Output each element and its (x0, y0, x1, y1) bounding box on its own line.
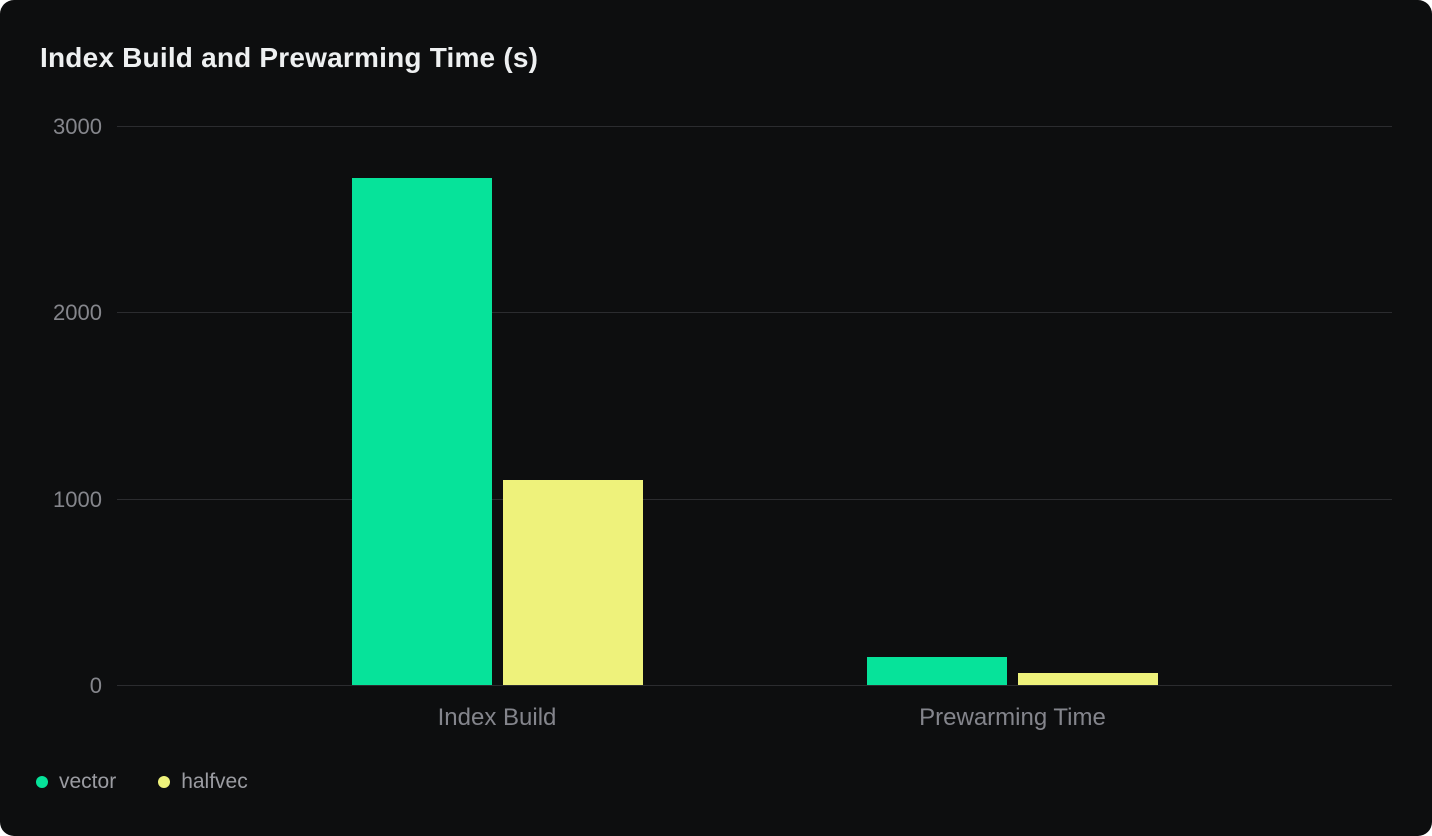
chart-legend: vector halfvec (36, 770, 248, 794)
legend-label-vector: vector (59, 770, 117, 793)
y-tick-label-2000: 2000 (53, 300, 102, 326)
legend-label-halfvec: halfvec (181, 770, 248, 793)
legend-swatch-vector (36, 776, 48, 788)
legend-item-vector[interactable]: vector (36, 770, 116, 794)
y-tick-label-0: 0 (89, 673, 102, 698)
legend-item-halfvec[interactable]: halfvec (158, 770, 248, 794)
bar-halfvec-index-build[interactable] (502, 480, 643, 685)
bar-halfvec-prewarming-time[interactable] (1018, 672, 1158, 685)
legend-swatch-halfvec (158, 776, 171, 788)
gridline-3000 (117, 126, 1392, 127)
y-tick-label-1000: 1000 (53, 486, 102, 512)
gridline-2000 (117, 312, 1392, 314)
chart-title: Index Build and Prewarming Time (s) (40, 42, 539, 73)
x-category-label-prewarming-time: Prewarming Time (919, 704, 1106, 731)
y-tick-label-3000: 3000 (53, 114, 102, 139)
gridline-0 (117, 685, 1392, 686)
x-category-label-index-build: Index Build (437, 704, 557, 731)
bar-vector-prewarming-time[interactable] (867, 657, 1007, 685)
gridline-1000 (117, 498, 1392, 500)
bar-vector-index-build[interactable] (351, 178, 492, 685)
